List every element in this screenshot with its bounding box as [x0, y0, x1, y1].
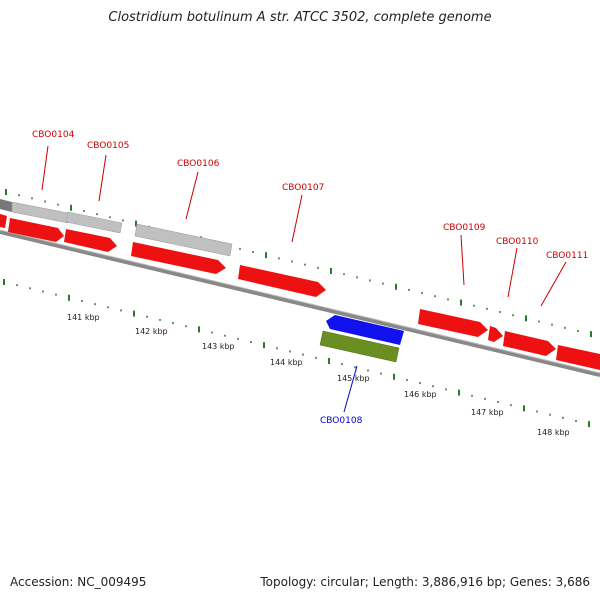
leader-line-CBO0105 — [98, 154, 107, 202]
kbp-label: 147 kbp — [471, 408, 504, 417]
accession-text: Accession: NC_009495 — [10, 575, 147, 589]
gene-arrow-fragment[interactable] — [0, 214, 7, 228]
leader-line-CBO0108 — [343, 365, 358, 413]
kbp-label: 142 kbp — [135, 327, 168, 336]
gene-arrow[interactable] — [64, 229, 117, 252]
gene-arrow[interactable] — [503, 331, 556, 356]
gene-label[interactable]: CBO0104 — [32, 130, 75, 140]
kbp-label: 144 kbp — [270, 358, 303, 367]
kbp-label: 143 kbp — [202, 342, 235, 351]
genome-summary-text: Topology: circular; Length: 3,886,916 bp… — [260, 575, 590, 589]
map-title: Clostridium botulinum A str. ATCC 3502, … — [108, 10, 492, 25]
gene-arrow[interactable] — [8, 218, 64, 242]
feature-pseudo-2[interactable] — [65, 211, 123, 234]
feature-pseudo-1[interactable] — [11, 201, 69, 224]
gene-arrow-reverse[interactable] — [326, 315, 404, 345]
kbp-label: 146 kbp — [404, 390, 437, 399]
genome-backbone — [0, 230, 600, 377]
genome-backbone-highlight — [0, 229, 600, 374]
feature-dark-gray[interactable] — [0, 199, 12, 212]
leader-line-CBO0109 — [460, 234, 465, 286]
gene-arrow[interactable] — [556, 345, 600, 370]
gene-label[interactable]: CBO0106 — [177, 159, 220, 169]
gene-label[interactable]: CBO0108 — [320, 416, 363, 426]
kbp-label: 145 kbp — [337, 374, 370, 383]
lower-tick-track — [3, 279, 590, 428]
gene-arrow[interactable] — [488, 326, 503, 342]
gene-label[interactable]: CBO0109 — [443, 223, 486, 233]
kbp-label: 148 kbp — [537, 428, 570, 437]
gene-label[interactable]: CBO0107 — [282, 183, 324, 193]
leader-line-CBO0104 — [41, 145, 49, 191]
gene-arrow[interactable] — [418, 309, 488, 337]
gene-arrow[interactable] — [131, 242, 226, 274]
gene-label[interactable]: CBO0110 — [496, 237, 539, 247]
feature-pseudo-3[interactable] — [134, 223, 233, 257]
gene-label[interactable]: CBO0111 — [546, 251, 588, 261]
leader-line-CBO0106 — [185, 171, 199, 220]
kbp-label: 141 kbp — [67, 313, 100, 322]
gene-label[interactable]: CBO0105 — [87, 141, 129, 151]
gene-arrow[interactable] — [238, 265, 326, 297]
gene-reverse-box[interactable] — [319, 330, 400, 363]
leader-line-CBO0107 — [291, 194, 303, 243]
leader-line-CBO0111 — [540, 261, 567, 307]
leader-line-CBO0110 — [507, 247, 518, 298]
